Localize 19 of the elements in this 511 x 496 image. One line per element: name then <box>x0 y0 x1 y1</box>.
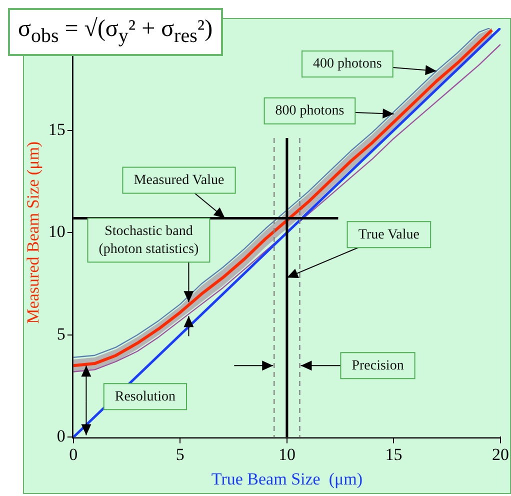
x-tick-label: 15 <box>385 444 402 464</box>
annotation: True Value <box>358 227 420 242</box>
y-tick-label: 15 <box>48 120 66 139</box>
annotation: σ$_{obs}$ = √(σ$_{y}$² + σ$_{res}$²) <box>8 8 223 56</box>
x-axis-title: True Beam Size (μm) <box>211 469 362 488</box>
annotation: Resolution <box>114 389 176 404</box>
annotation: Measured Value <box>134 172 224 188</box>
y-tick-label: 10 <box>48 222 66 242</box>
x-tick-label: 5 <box>176 444 184 464</box>
annotation: Stochastic band (photon statistics) <box>98 224 200 257</box>
x-tick-label: 20 <box>492 444 509 464</box>
y-axis-title: Measured Beam Size (μm) <box>24 141 43 324</box>
annotation: 400 photons <box>313 56 382 72</box>
y-tick-label: 0 <box>56 426 66 446</box>
annotation: Precision <box>352 358 404 374</box>
x-tick-label: 0 <box>69 444 78 464</box>
x-tick-label: 10 <box>278 444 296 464</box>
annotation: 800 photons <box>275 104 344 119</box>
y-tick-label: 5 <box>56 324 66 344</box>
